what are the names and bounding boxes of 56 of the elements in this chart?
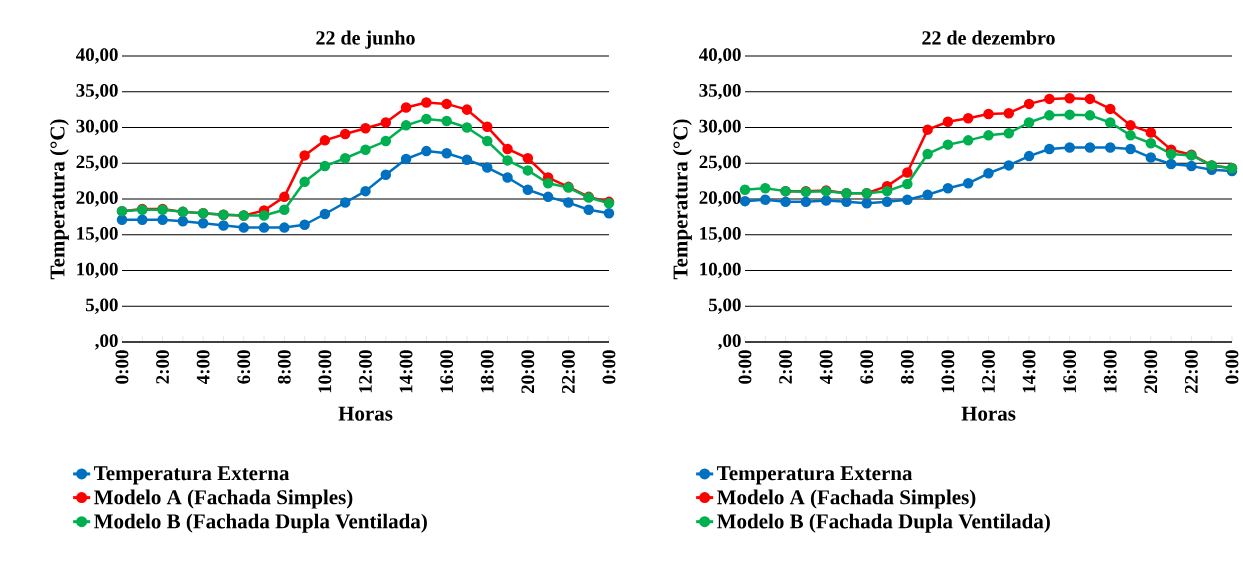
y-tick-label: 20,00 <box>699 191 741 207</box>
x-tick-label: 20:00 <box>1144 350 1158 394</box>
y-tick-label: 5,00 <box>708 298 741 315</box>
x-tick-label: 8:00 <box>277 350 291 384</box>
y-tick-label: 10,00 <box>700 262 741 279</box>
x-tick-label: 10:00 <box>318 350 332 393</box>
y-axis-title: Temperatura (°C) <box>49 119 69 280</box>
x-tick-label: 6:00 <box>860 350 874 384</box>
x-tick-label: 4:00 <box>196 350 210 385</box>
x-tick-label: 10:00 <box>941 350 955 393</box>
legend-label: Modelo A (Fachada Simples) <box>94 489 353 509</box>
legend-label: Temperatura Externa <box>94 466 290 485</box>
y-tick-label: 30,00 <box>76 119 118 136</box>
x-axis-title: Horas <box>338 406 393 421</box>
y-tick-label: 15,00 <box>77 226 118 243</box>
x-tick-label: 20:00 <box>521 350 535 394</box>
x-tick-label: 6:00 <box>237 350 251 384</box>
legend-label: Temperatura Externa <box>717 466 913 485</box>
y-axis-title: Temperatura (°C) <box>672 119 692 280</box>
chart-title: 22 de dezembro <box>922 30 1055 45</box>
y-tick-label: 10,00 <box>77 262 118 279</box>
x-axis-title: Horas <box>961 406 1016 421</box>
x-tick-label: 22:00 <box>561 350 575 394</box>
x-tick-label: 18:00 <box>480 350 494 393</box>
y-tick-label: 25,00 <box>76 155 118 172</box>
chart-title: 22 de junho <box>316 30 415 49</box>
x-tick-label: 18:00 <box>1103 350 1117 393</box>
x-tick-label: 8:00 <box>900 350 914 384</box>
y-tick-label: ,00 <box>94 334 118 350</box>
x-tick-label: 14:00 <box>399 350 413 393</box>
y-tick-label: 35,00 <box>699 83 741 100</box>
y-tick-label: 40,00 <box>75 48 118 64</box>
y-tick-label: 35,00 <box>76 83 118 100</box>
x-tick-label: 14:00 <box>1022 350 1036 393</box>
legend-label: Modelo B (Fachada Dupla Ventilada) <box>717 513 1050 533</box>
x-tick-label: 2:00 <box>779 350 793 384</box>
y-tick-label: 5,00 <box>85 298 118 315</box>
y-tick-label: ,00 <box>717 334 741 350</box>
x-tick-label: 0:00 <box>738 350 752 384</box>
x-tick-label: 16:00 <box>1063 350 1077 393</box>
y-tick-label: 20,00 <box>76 191 118 207</box>
legend-label: Modelo A (Fachada Simples) <box>717 489 976 509</box>
y-tick-label: 15,00 <box>700 226 741 243</box>
x-tick-label: 16:00 <box>440 350 454 393</box>
y-tick-label: 25,00 <box>699 155 741 172</box>
x-tick-label: 0:00 <box>602 350 616 384</box>
x-tick-label: 4:00 <box>819 350 833 385</box>
x-tick-label: 0:00 <box>1225 350 1239 384</box>
y-tick-label: 30,00 <box>699 119 741 136</box>
x-tick-label: 22:00 <box>1184 350 1198 394</box>
y-tick-label: 40,00 <box>698 48 741 64</box>
x-tick-label: 12:00 <box>359 350 372 393</box>
x-tick-label: 0:00 <box>115 350 129 384</box>
x-tick-label: 2:00 <box>156 350 170 384</box>
legend-label: Modelo B (Fachada Dupla Ventilada) <box>94 513 427 533</box>
x-tick-label: 12:00 <box>982 350 995 393</box>
